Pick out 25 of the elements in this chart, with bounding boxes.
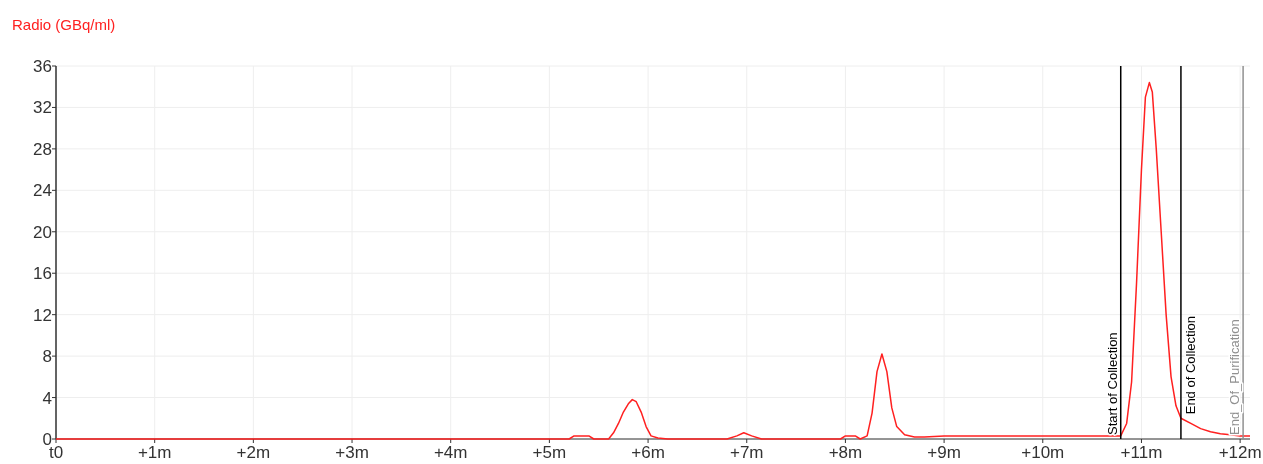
y-tick-label: 24: [33, 181, 52, 201]
ref-line-label: End of Collection: [1182, 316, 1198, 415]
x-tick-label: +3m: [335, 443, 369, 462]
ref-line-label: End_Of_Purification: [1227, 319, 1243, 435]
x-tick-label: +10m: [1021, 443, 1065, 462]
x-tick-label: +5m: [532, 443, 567, 462]
x-tick-label: +11m: [1120, 443, 1163, 462]
x-tick-label: +1m: [137, 443, 172, 462]
y-tick-label: 20: [33, 222, 52, 242]
ref-line-label: Start of Collection: [1104, 332, 1120, 435]
y-axis-title: Radio (GBq/ml): [12, 16, 116, 33]
y-tick-label: 32: [33, 98, 52, 118]
y-tick-label: 4: [42, 388, 52, 408]
y-tick-label: 8: [42, 347, 52, 367]
x-tick-label: +7m: [729, 443, 764, 462]
x-tick-label: +4m: [433, 443, 468, 462]
y-tick-label: 28: [33, 139, 52, 159]
x-tick-label: +9m: [927, 443, 961, 462]
x-tick-label: +8m: [828, 443, 863, 462]
x-tick-label: +12m: [1218, 443, 1262, 462]
y-tick-label: 16: [33, 264, 52, 284]
x-tick-label: +2m: [236, 443, 271, 462]
x-tick-label: +6m: [631, 443, 665, 462]
y-tick-label: 36: [33, 56, 52, 76]
y-tick-label: 12: [33, 305, 52, 325]
